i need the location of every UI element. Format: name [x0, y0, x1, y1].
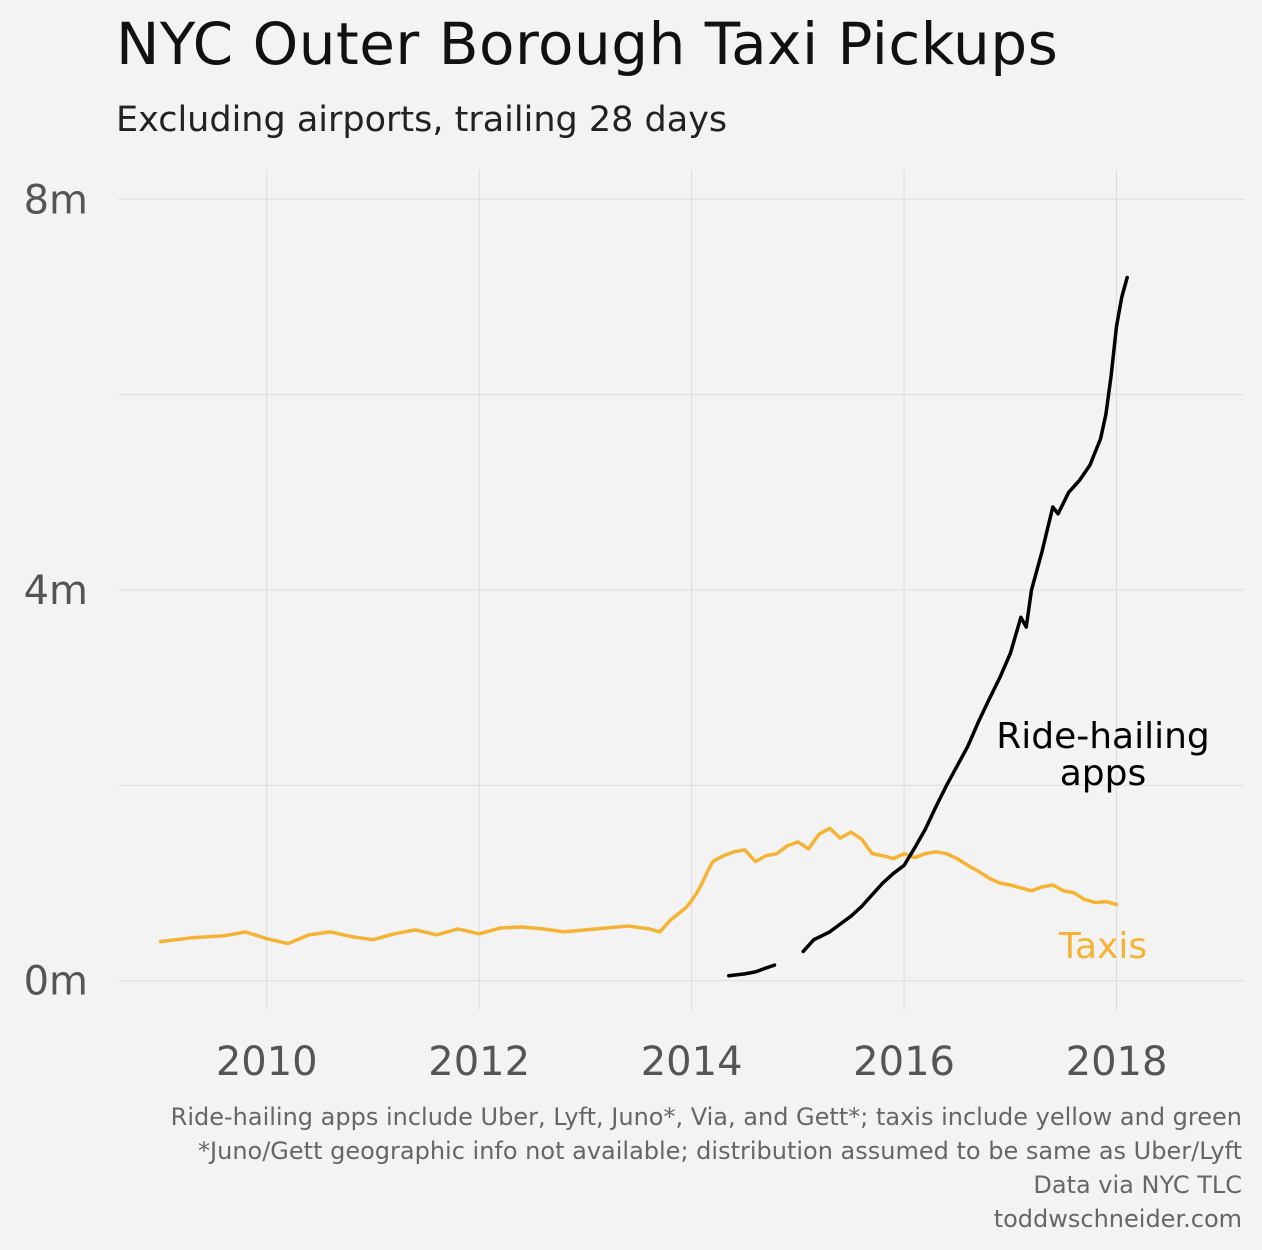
ride-hailing-line-segment-1 [801, 275, 1129, 954]
y-tick-label: 4m [24, 568, 88, 614]
x-tick-label: 2016 [853, 1039, 955, 1085]
chart-caption: Ride-hailing apps include Uber, Lyft, Ju… [171, 1100, 1242, 1236]
ride-hailing-line-segment-0 [727, 963, 777, 978]
chart-title: NYC Outer Borough Taxi Pickups [116, 10, 1059, 78]
taxis-line-segment-0 [158, 826, 1119, 946]
chart-subtitle: Excluding airports, trailing 28 days [116, 100, 728, 140]
x-tick-label: 2010 [216, 1039, 318, 1085]
tick-labels: 2010 2012 2014 2016 2018 0m 4m 8m [24, 177, 1168, 1085]
caption-line-3: Data via NYC TLC [1033, 1171, 1242, 1199]
y-tick-label: 8m [24, 177, 88, 223]
x-tick-label: 2012 [428, 1039, 530, 1085]
caption-line-2: *Juno/Gett geographic info not available… [198, 1137, 1242, 1165]
grid-lines [118, 170, 1244, 1010]
caption-line-1: Ride-hailing apps include Uber, Lyft, Ju… [170, 1103, 1242, 1131]
taxis-label: Taxis [1058, 926, 1147, 967]
series-lines [158, 275, 1129, 978]
series-labels: Ride-hailing apps Taxis [996, 716, 1210, 967]
caption-line-4: toddwschneider.com [993, 1205, 1242, 1233]
x-tick-label: 2014 [641, 1039, 743, 1085]
ride-hailing-label-line1: Ride-hailing [996, 716, 1210, 757]
y-tick-label: 0m [24, 959, 88, 1005]
ride-hailing-label-line2: apps [1060, 753, 1147, 794]
x-tick-label: 2018 [1066, 1039, 1168, 1085]
